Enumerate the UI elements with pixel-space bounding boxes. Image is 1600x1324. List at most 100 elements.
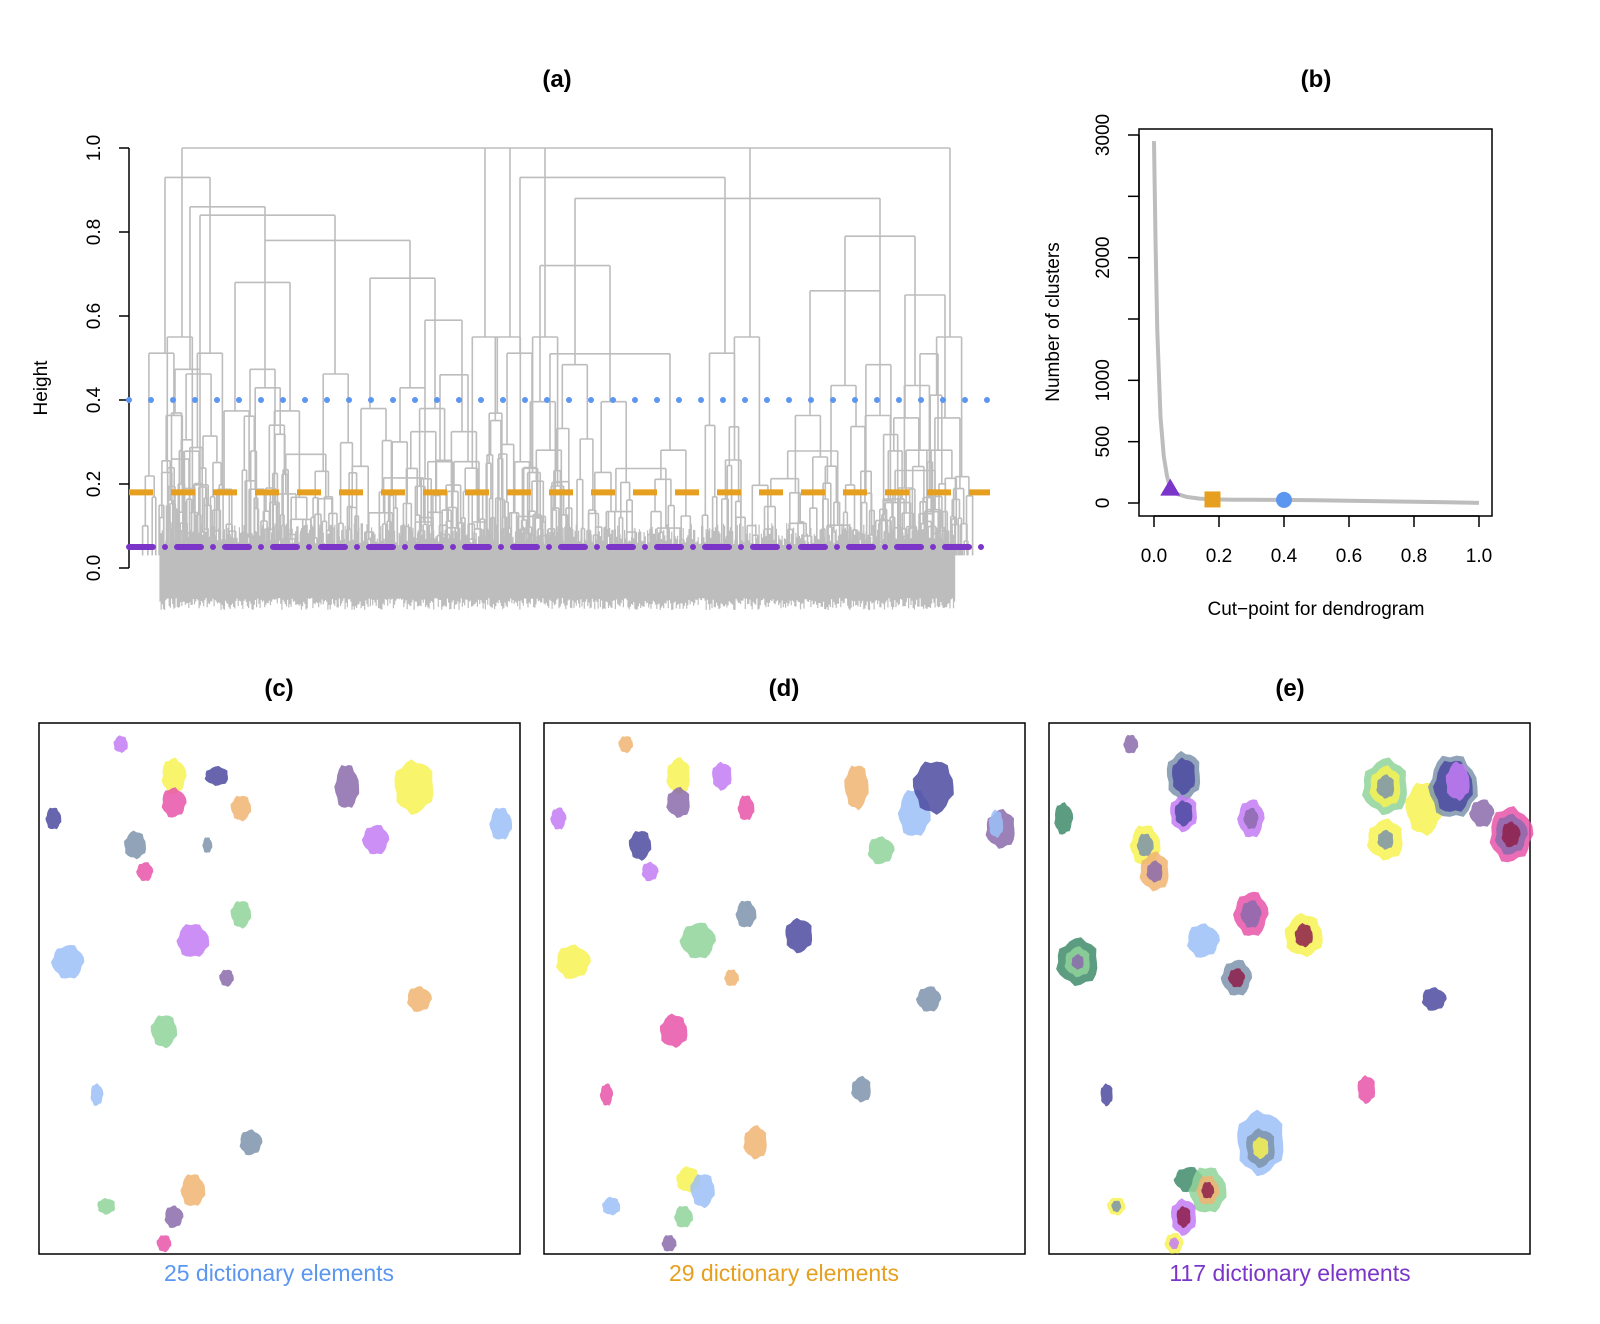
dictionary-element-blob [1357,1075,1376,1104]
dictionary-element-blob [641,861,659,882]
marker-triangle [1160,478,1181,496]
panel-b-y-tick-label: 3000 [1093,114,1114,156]
dictionary-element-blob [661,1235,677,1252]
dictionary-element-blob [156,1235,172,1253]
dictionary-element-blob [1240,900,1262,928]
dictionary-element-blob [785,917,813,954]
blob-map-panel-e: (e) 117 dictionary elements [1048,675,1534,1286]
panel-b-y-tick-label: 0 [1093,498,1114,509]
dictionary-element-blob [204,766,228,786]
panel-b-plot [1152,141,1480,508]
panel-b-x-tick-label: 0.2 [1206,546,1232,567]
dictionary-element-blob [844,765,869,811]
marker-circle [1276,491,1292,508]
dictionary-element-blob [1469,799,1495,827]
dictionary-element-blob [1294,923,1313,948]
dictionary-element-blob [45,807,62,830]
dictionary-element-blob [230,901,252,929]
panel-b-y-tick-label: 500 [1093,426,1114,458]
dictionary-element-blob [180,1174,206,1206]
dictionary-element-blob [1376,774,1395,799]
dictionary-element-blob [666,786,690,818]
dictionary-element-blob [97,1198,115,1215]
dendrogram-panel: (a) Height 0.0 0.2 0.4 0.6 0.8 1.0 [31,66,993,610]
dictionary-element-blob [150,1015,178,1049]
dictionary-element-blob [1111,1200,1122,1213]
panel-a-tick-label: 0.6 [84,303,105,329]
panel-b-x-tick-label: 1.0 [1466,546,1492,567]
dictionary-element-blob [1172,757,1196,796]
dictionary-element-blob [851,1075,871,1103]
panel-a-tick-label: 0.8 [84,219,105,245]
dictionary-element-blob [724,969,739,986]
marker-square [1204,491,1221,508]
panel-b-frame [1138,128,1493,517]
dictionary-element-blob [164,1205,184,1228]
dictionary-element-blob [361,824,390,855]
panel-b-ylabel: Number of clusters [1043,242,1064,401]
panel-b-title: (b) [1301,66,1332,93]
panel-c-blobs [45,735,513,1253]
panel-a-tick-label: 1.0 [84,135,105,161]
dictionary-element-blob [867,836,895,865]
panel-c-title: (c) [264,675,293,702]
dictionary-element-blob [666,757,690,795]
panel-a-tick-label: 0.2 [84,471,105,497]
dictionary-element-blob [988,809,1004,839]
dendrogram-tree [141,147,974,610]
panel-a-tick-label: 0.0 [84,555,105,581]
dictionary-element-blob [124,830,146,860]
dictionary-element-blob [90,1083,104,1106]
dictionary-element-blob [1100,1083,1113,1107]
dictionary-element-blob [602,1196,621,1216]
dictionary-element-blob [1146,860,1163,883]
dictionary-element-blob [1201,1182,1215,1199]
blob-map-panel-d: (d) 29 dictionary elements [543,675,1026,1286]
panel-b-x-tick-label: 0.0 [1141,546,1167,567]
panel-b-x-tick-label: 0.4 [1271,546,1298,567]
cluster-curve-panel: (b) Number of clusters Cut−point for den… [1043,66,1493,620]
dictionary-element-blob [50,944,85,979]
dictionary-element-blob [1421,987,1447,1011]
dictionary-element-blob [230,795,252,822]
panel-d-caption: 29 dictionary elements [669,1260,899,1286]
dictionary-element-blob [1054,802,1074,835]
panel-a-y-axis: 0.0 0.2 0.4 0.6 0.8 1.0 [84,135,130,581]
panel-b-y-tick-label: 1000 [1093,359,1114,401]
panel-d-title: (d) [769,675,800,702]
dictionary-element-blob [690,1174,715,1209]
dictionary-element-blob [136,862,154,881]
dictionary-element-blob [618,736,633,754]
dictionary-element-blob [1501,821,1521,848]
dictionary-element-blob [1071,954,1084,970]
dictionary-element-blob [1136,833,1154,857]
dictionary-element-blob [743,1125,767,1160]
dictionary-element-blob [219,969,234,987]
dictionary-element-blob [489,807,513,840]
dictionary-element-blob [679,922,716,959]
panel-a-title: (a) [542,66,571,93]
panel-c-frame [38,722,521,1255]
dictionary-element-blob [628,831,652,861]
dictionary-element-blob [674,1206,693,1228]
panel-e-caption: 117 dictionary elements [1169,1260,1410,1286]
panel-e-blobs [1054,734,1534,1254]
panel-b-xlabel: Cut−point for dendrogram [1207,599,1424,620]
dictionary-element-blob [659,1013,688,1048]
panel-a-ylabel: Height [31,360,52,416]
panel-e-title: (e) [1275,675,1304,702]
panel-b-x-tick-label: 0.6 [1336,546,1362,567]
panel-b-y-tick-label: 2000 [1093,237,1114,279]
dictionary-element-blob [912,761,954,815]
panel-c-caption: 25 dictionary elements [164,1260,394,1286]
dictionary-element-blob [407,986,432,1012]
dictionary-element-blob [1445,761,1470,802]
dictionary-element-blob [599,1083,614,1106]
dictionary-element-blob [239,1129,263,1156]
dictionary-element-blob [1176,1205,1191,1229]
dictionary-element-blob [1227,968,1246,988]
dictionary-element-blob [394,759,434,815]
dictionary-element-blob [712,761,732,791]
dictionary-element-blob [1243,807,1259,829]
